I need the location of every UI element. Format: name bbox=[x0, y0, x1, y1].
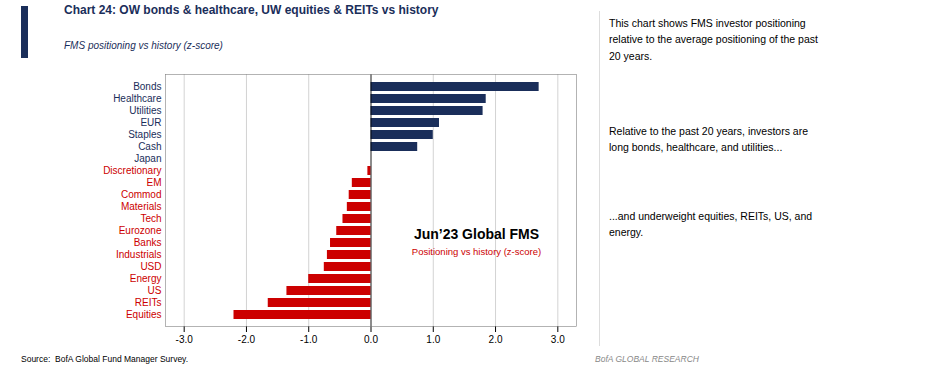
svg-text:3.0: 3.0 bbox=[551, 334, 565, 345]
svg-text:Eurozone: Eurozone bbox=[119, 225, 162, 236]
html-text:Chart 24: OW bonds & healthcar: Chart 24: OW bonds & healthcare, UW equi… bbox=[64, 3, 439, 17]
svg-text:Jun’23 Global FMS: Jun’23 Global FMS bbox=[414, 226, 539, 242]
html-text:FMS positioning vs history (z-: FMS positioning vs history (z-score) bbox=[64, 40, 223, 51]
svg-text:Positioning vs history (z-scor: Positioning vs history (z-score) bbox=[412, 246, 541, 257]
svg-text:Japan: Japan bbox=[134, 153, 161, 164]
html-text:This chart shows FMS investor: This chart shows FMS investor positionin… bbox=[609, 17, 818, 62]
svg-text:US: US bbox=[148, 285, 162, 296]
svg-text:1.0: 1.0 bbox=[426, 334, 440, 345]
html-text:Source: BofA Global Fund Manag: Source: BofA Global Fund Manager Survey. bbox=[21, 354, 189, 364]
svg-text:Cash: Cash bbox=[138, 141, 161, 152]
svg-text:2.0: 2.0 bbox=[489, 334, 503, 345]
svg-text:Industrials: Industrials bbox=[116, 249, 162, 260]
svg-text:0.0: 0.0 bbox=[364, 334, 378, 345]
svg-text:Discretionary: Discretionary bbox=[103, 165, 161, 176]
svg-text:EUR: EUR bbox=[140, 117, 161, 128]
svg-text:Staples: Staples bbox=[128, 129, 161, 140]
html-text:...and underweight equities, R: ...and underweight equities, REITs, US, … bbox=[609, 210, 813, 239]
svg-text:Bonds: Bonds bbox=[133, 81, 161, 92]
svg-text:-2.0: -2.0 bbox=[238, 334, 256, 345]
svg-text:Banks: Banks bbox=[134, 237, 162, 248]
svg-text:Tech: Tech bbox=[140, 213, 161, 224]
html-text:Relative to the past 20 years,: Relative to the past 20 years, investors… bbox=[609, 125, 808, 154]
svg-text:Energy: Energy bbox=[130, 273, 162, 284]
svg-text:-1.0: -1.0 bbox=[300, 334, 318, 345]
html-text:BofA GLOBAL RESEARCH: BofA GLOBAL RESEARCH bbox=[595, 354, 699, 364]
svg-text:Materials: Materials bbox=[121, 201, 162, 212]
svg-text:Healthcare: Healthcare bbox=[113, 93, 162, 104]
svg-text:EM: EM bbox=[147, 177, 162, 188]
svg-text:-3.0: -3.0 bbox=[176, 334, 194, 345]
svg-text:REITs: REITs bbox=[135, 297, 162, 308]
svg-text:Utilities: Utilities bbox=[129, 105, 161, 116]
svg-text:USD: USD bbox=[140, 261, 161, 272]
svg-text:Commod: Commod bbox=[121, 189, 162, 200]
svg-text:Equities: Equities bbox=[126, 309, 162, 320]
